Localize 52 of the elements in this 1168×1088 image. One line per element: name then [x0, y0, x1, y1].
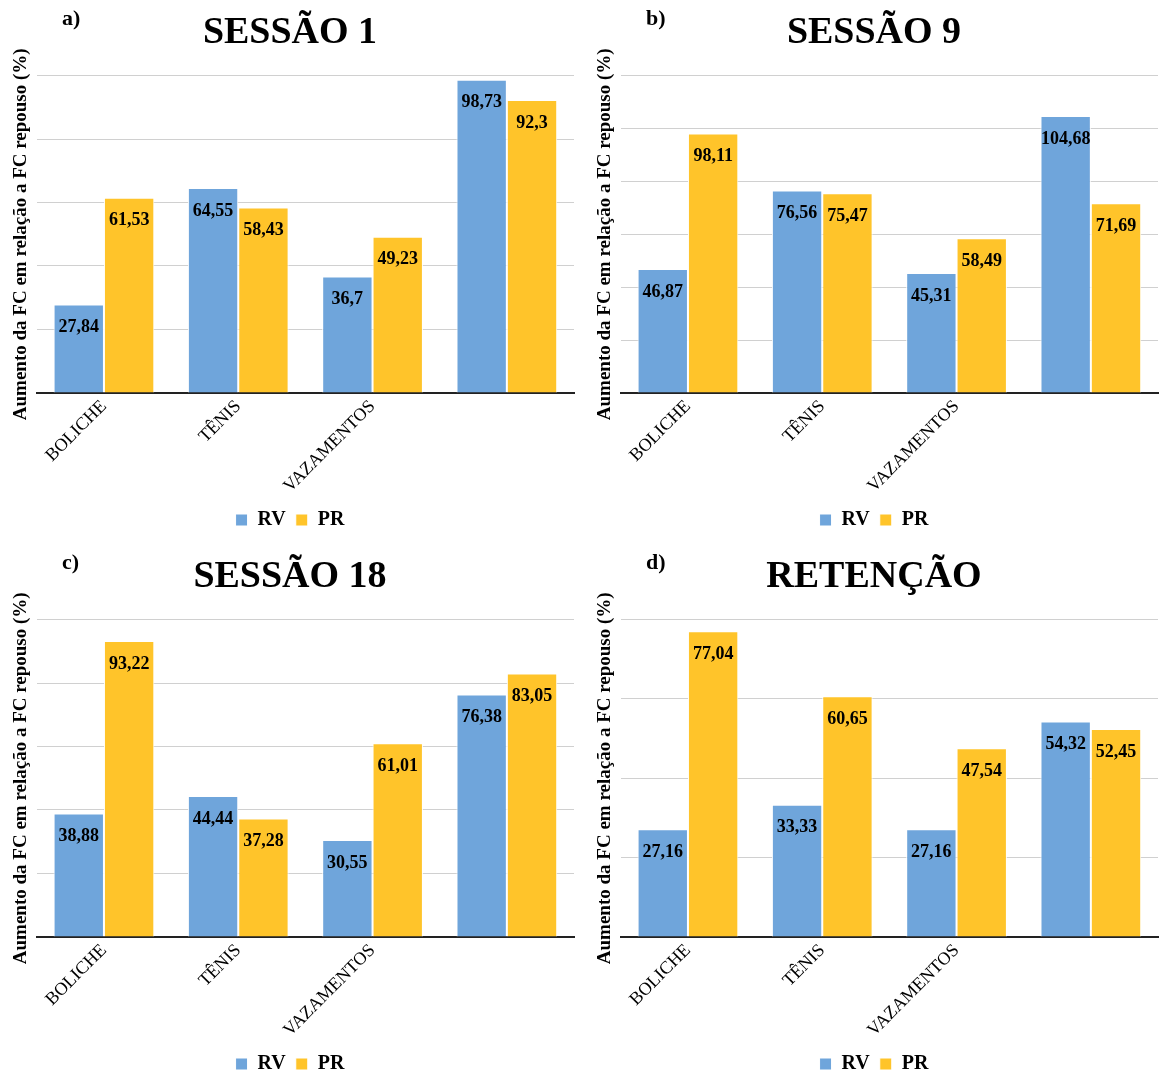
data-label: 76,56	[776, 202, 818, 223]
data-label: 38,88	[58, 825, 100, 846]
data-label: 58,43	[243, 219, 284, 240]
legend-label: RV	[841, 507, 871, 530]
y-axis-title: Aumento da FC em relação a FC repouso (%)	[9, 592, 32, 965]
y-axis-title: Aumento da FC em relação a FC repouso (%)	[593, 592, 616, 965]
data-label: 44,44	[192, 807, 234, 828]
data-label: 27,16	[642, 840, 684, 861]
text: c)	[62, 548, 80, 574]
legend-label: PR	[317, 1051, 345, 1074]
data-label: 75,47	[827, 205, 868, 226]
data-label: 46,87	[642, 280, 684, 301]
data-label: 76,38	[461, 706, 502, 727]
chart-title: SESSÃO 18	[193, 552, 387, 595]
data-label: 83,05	[511, 685, 553, 706]
data-label: 36,7	[331, 288, 364, 309]
data-label: 27,84	[58, 316, 100, 337]
legend-label: PR	[901, 507, 929, 530]
data-label: 52,45	[1095, 740, 1137, 761]
legend-label: RV	[257, 1051, 287, 1074]
data-label: 37,28	[243, 830, 284, 851]
chart-title: SESSÃO 1	[202, 8, 378, 51]
data-label: 92,3	[516, 111, 548, 132]
y-axis-title: Aumento da FC em relação a FC repouso (%)	[9, 48, 32, 421]
text: b)	[646, 4, 666, 30]
data-label: 49,23	[377, 248, 418, 269]
data-label: 54,32	[1045, 733, 1086, 754]
chart-title: SESSÃO 9	[786, 8, 962, 51]
data-label: 45,31	[911, 284, 952, 305]
data-label: 98,73	[461, 91, 502, 112]
data-label: 47,54	[961, 760, 1002, 781]
y-axis-title: Aumento da FC em relação a FC repouso (%)	[593, 48, 616, 421]
data-label: 93,22	[108, 652, 150, 673]
data-label: 60,65	[827, 708, 868, 729]
data-label: 77,04	[692, 643, 734, 663]
data-label: 27,16	[911, 840, 952, 861]
legend-label: RV	[841, 1051, 871, 1074]
text: a)	[62, 4, 81, 30]
data-label: 104,68	[1040, 127, 1091, 148]
chart-title: RETENÇÃO	[766, 552, 982, 595]
legend-label: PR	[901, 1051, 929, 1074]
data-label: 64,55	[192, 199, 234, 220]
legend-label: PR	[317, 507, 345, 530]
data-label: 98,11	[693, 145, 733, 166]
data-label: 33,33	[776, 816, 818, 837]
data-label: 61,53	[108, 209, 150, 230]
legend-label: RV	[257, 507, 287, 530]
data-label: 58,49	[961, 249, 1002, 270]
data-label: 61,01	[377, 754, 418, 775]
data-label: 30,55	[327, 851, 368, 872]
text: d)	[646, 548, 666, 574]
data-label: 71,69	[1095, 215, 1137, 235]
